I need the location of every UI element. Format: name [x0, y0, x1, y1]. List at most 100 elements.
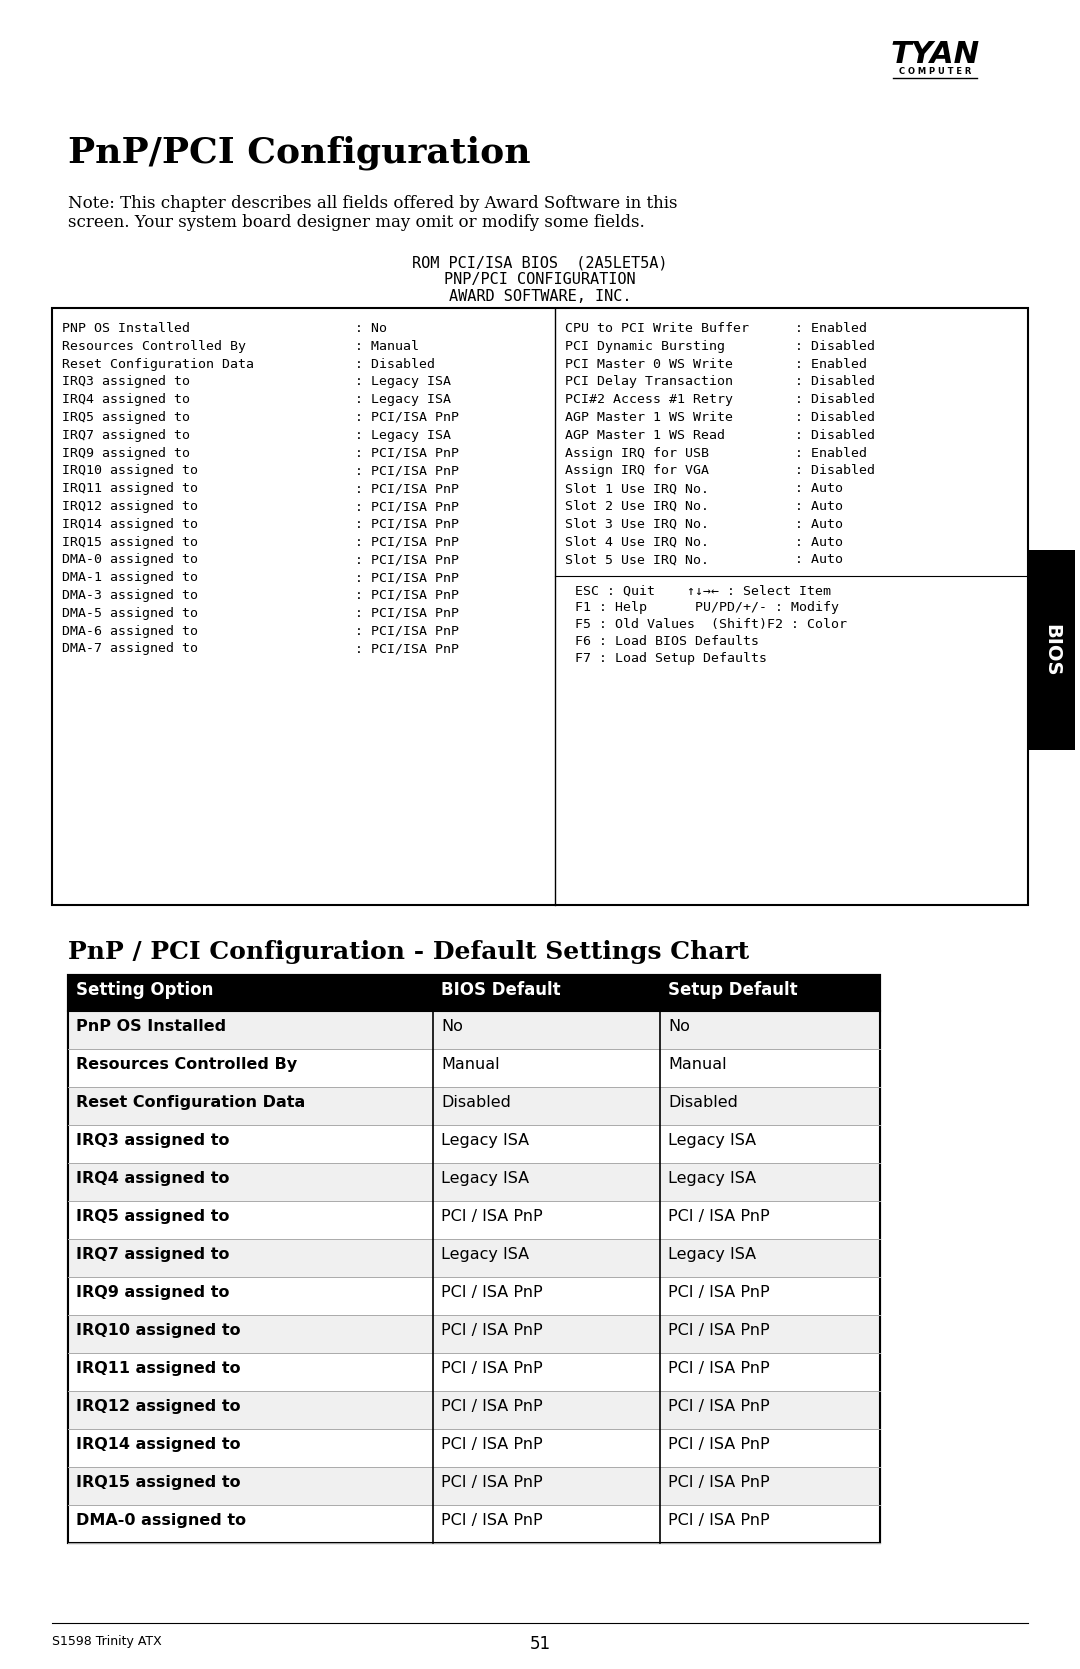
Text: : Manual: : Manual — [355, 340, 419, 352]
Text: IRQ10 assigned to: IRQ10 assigned to — [62, 464, 198, 477]
Text: : PCI/ISA PnP: : PCI/ISA PnP — [355, 482, 459, 496]
Text: PCI / ISA PnP: PCI / ISA PnP — [441, 1360, 542, 1375]
Text: Legacy ISA: Legacy ISA — [441, 1172, 529, 1187]
Text: S1598 Trinity ATX: S1598 Trinity ATX — [52, 1636, 162, 1647]
Text: F1 : Help      PU/PD/+/- : Modify: F1 : Help PU/PD/+/- : Modify — [575, 601, 839, 614]
Text: IRQ4 assigned to: IRQ4 assigned to — [76, 1172, 229, 1187]
Text: IRQ14 assigned to: IRQ14 assigned to — [62, 517, 198, 531]
Text: PCI Delay Transaction: PCI Delay Transaction — [565, 376, 733, 389]
Text: C O M P U T E R: C O M P U T E R — [899, 67, 971, 77]
Text: PNP/PCI CONFIGURATION: PNP/PCI CONFIGURATION — [444, 272, 636, 287]
Bar — [68, 1202, 880, 1238]
Text: : PCI/ISA PnP: : PCI/ISA PnP — [355, 447, 459, 459]
Text: : Disabled: : Disabled — [355, 357, 435, 371]
Text: : Disabled: : Disabled — [795, 411, 875, 424]
Bar — [1028, 551, 1075, 749]
Text: IRQ14 assigned to: IRQ14 assigned to — [76, 1437, 241, 1452]
Bar — [68, 1315, 880, 1354]
Text: Resources Controlled By: Resources Controlled By — [62, 340, 246, 352]
Text: DMA-0 assigned to: DMA-0 assigned to — [62, 554, 198, 566]
Text: IRQ7 assigned to: IRQ7 assigned to — [62, 429, 190, 442]
Text: PCI Dynamic Bursting: PCI Dynamic Bursting — [565, 340, 725, 352]
Text: No: No — [441, 1020, 463, 1035]
Text: : PCI/ISA PnP: : PCI/ISA PnP — [355, 571, 459, 584]
Text: IRQ15 assigned to: IRQ15 assigned to — [62, 536, 198, 549]
Text: IRQ15 assigned to: IRQ15 assigned to — [76, 1475, 241, 1490]
Text: : Enabled: : Enabled — [795, 322, 867, 335]
Text: PCI / ISA PnP: PCI / ISA PnP — [669, 1475, 770, 1490]
Text: CPU to PCI Write Buffer: CPU to PCI Write Buffer — [565, 322, 750, 335]
Text: : Enabled: : Enabled — [795, 357, 867, 371]
Bar — [68, 1238, 880, 1277]
Bar — [68, 1429, 880, 1467]
Bar — [68, 1050, 880, 1087]
Text: PCI / ISA PnP: PCI / ISA PnP — [441, 1437, 542, 1452]
Text: PCI / ISA PnP: PCI / ISA PnP — [669, 1360, 770, 1375]
Text: F6 : Load BIOS Defaults: F6 : Load BIOS Defaults — [575, 636, 759, 648]
Text: PCI / ISA PnP: PCI / ISA PnP — [669, 1285, 770, 1300]
Text: : PCI/ISA PnP: : PCI/ISA PnP — [355, 643, 459, 656]
Text: PCI / ISA PnP: PCI / ISA PnP — [441, 1475, 542, 1490]
Text: : PCI/ISA PnP: : PCI/ISA PnP — [355, 517, 459, 531]
Text: Assign IRQ for VGA: Assign IRQ for VGA — [565, 464, 708, 477]
Text: PnP / PCI Configuration - Default Settings Chart: PnP / PCI Configuration - Default Settin… — [68, 940, 750, 965]
Text: : PCI/ISA PnP: : PCI/ISA PnP — [355, 608, 459, 619]
Text: : PCI/ISA PnP: : PCI/ISA PnP — [355, 411, 459, 424]
Text: : Disabled: : Disabled — [795, 340, 875, 352]
Text: Resources Controlled By: Resources Controlled By — [76, 1056, 297, 1071]
Text: Legacy ISA: Legacy ISA — [669, 1172, 756, 1187]
Text: Slot 5 Use IRQ No.: Slot 5 Use IRQ No. — [565, 554, 708, 566]
Text: IRQ11 assigned to: IRQ11 assigned to — [62, 482, 198, 496]
Text: IRQ3 assigned to: IRQ3 assigned to — [62, 376, 190, 389]
Text: IRQ10 assigned to: IRQ10 assigned to — [76, 1324, 241, 1339]
Text: : PCI/ISA PnP: : PCI/ISA PnP — [355, 464, 459, 477]
Text: Setting Option: Setting Option — [76, 981, 214, 1000]
Text: : Auto: : Auto — [795, 554, 843, 566]
Text: PCI / ISA PnP: PCI / ISA PnP — [669, 1437, 770, 1452]
Text: Slot 2 Use IRQ No.: Slot 2 Use IRQ No. — [565, 501, 708, 512]
Text: Setup Default: Setup Default — [669, 981, 798, 1000]
Text: PCI / ISA PnP: PCI / ISA PnP — [441, 1324, 542, 1339]
Text: IRQ9 assigned to: IRQ9 assigned to — [76, 1285, 229, 1300]
Bar — [52, 309, 1028, 905]
Text: : Legacy ISA: : Legacy ISA — [355, 394, 451, 406]
Text: BIOS Default: BIOS Default — [441, 981, 561, 1000]
Text: PCI#2 Access #1 Retry: PCI#2 Access #1 Retry — [565, 394, 733, 406]
Text: : Disabled: : Disabled — [795, 376, 875, 389]
Text: Legacy ISA: Legacy ISA — [669, 1133, 756, 1148]
Text: : Enabled: : Enabled — [795, 447, 867, 459]
Text: DMA-5 assigned to: DMA-5 assigned to — [62, 608, 198, 619]
Text: Legacy ISA: Legacy ISA — [441, 1133, 529, 1148]
Text: PCI / ISA PnP: PCI / ISA PnP — [441, 1208, 542, 1223]
Text: PCI / ISA PnP: PCI / ISA PnP — [669, 1208, 770, 1223]
Text: No: No — [669, 1020, 690, 1035]
Text: PCI / ISA PnP: PCI / ISA PnP — [441, 1399, 542, 1414]
Text: Legacy ISA: Legacy ISA — [441, 1247, 529, 1262]
Text: IRQ9 assigned to: IRQ9 assigned to — [62, 447, 190, 459]
Text: AWARD SOFTWARE, INC.: AWARD SOFTWARE, INC. — [449, 289, 631, 304]
Text: DMA-0 assigned to: DMA-0 assigned to — [76, 1514, 246, 1529]
Text: : No: : No — [355, 322, 387, 335]
Text: F7 : Load Setup Defaults: F7 : Load Setup Defaults — [575, 653, 767, 666]
Text: Reset Configuration Data: Reset Configuration Data — [76, 1095, 306, 1110]
Text: IRQ12 assigned to: IRQ12 assigned to — [62, 501, 198, 512]
Text: Slot 1 Use IRQ No.: Slot 1 Use IRQ No. — [565, 482, 708, 496]
Text: : Auto: : Auto — [795, 517, 843, 531]
Text: PnP/PCI Configuration: PnP/PCI Configuration — [68, 135, 530, 170]
Text: ESC : Quit    ↑↓→← : Select Item: ESC : Quit ↑↓→← : Select Item — [575, 584, 831, 598]
Text: AGP Master 1 WS Write: AGP Master 1 WS Write — [565, 411, 733, 424]
Text: : PCI/ISA PnP: : PCI/ISA PnP — [355, 554, 459, 566]
Bar — [68, 975, 880, 1544]
Text: BIOS: BIOS — [1042, 624, 1061, 676]
Bar — [68, 1163, 880, 1202]
Bar — [68, 975, 880, 1011]
Text: IRQ11 assigned to: IRQ11 assigned to — [76, 1360, 241, 1375]
Text: Note: This chapter describes all fields offered by Award Software in this: Note: This chapter describes all fields … — [68, 195, 677, 212]
Text: PCI / ISA PnP: PCI / ISA PnP — [669, 1399, 770, 1414]
Text: TYAN: TYAN — [890, 40, 980, 70]
Text: Slot 3 Use IRQ No.: Slot 3 Use IRQ No. — [565, 517, 708, 531]
Text: : Legacy ISA: : Legacy ISA — [355, 376, 451, 389]
Text: DMA-6 assigned to: DMA-6 assigned to — [62, 624, 198, 638]
Text: PCI / ISA PnP: PCI / ISA PnP — [669, 1324, 770, 1339]
Text: Assign IRQ for USB: Assign IRQ for USB — [565, 447, 708, 459]
